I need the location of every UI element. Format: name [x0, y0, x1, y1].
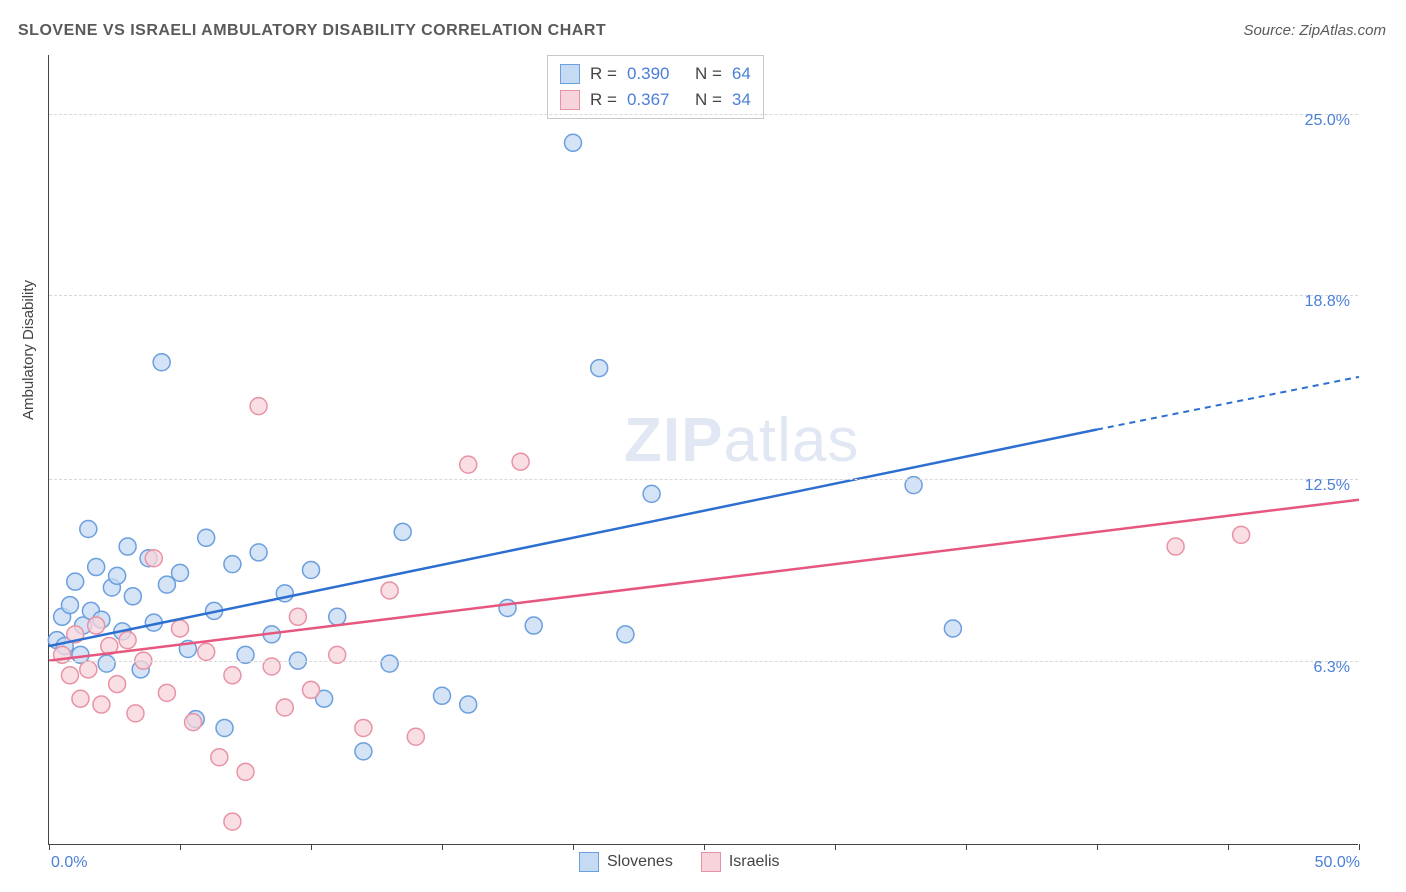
data-point — [525, 617, 542, 634]
y-tick-label: 25.0% — [1305, 112, 1350, 130]
y-tick-label: 12.5% — [1305, 477, 1350, 495]
x-tick — [180, 844, 181, 850]
legend-label: Israelis — [729, 853, 780, 871]
plot-area: R = 0.390 N = 64 R = 0.367 N = 34 ZIPatl… — [48, 55, 1358, 845]
data-point — [224, 813, 241, 830]
data-point — [460, 456, 477, 473]
data-point — [276, 699, 293, 716]
data-point — [224, 556, 241, 573]
chart-svg — [49, 55, 1358, 844]
data-point — [198, 643, 215, 660]
legend-swatch-icon — [701, 852, 721, 872]
x-tick — [704, 844, 705, 850]
data-point — [591, 360, 608, 377]
x-tick — [1228, 844, 1229, 850]
data-point — [80, 521, 97, 538]
x-tick — [835, 844, 836, 850]
x-tick — [573, 844, 574, 850]
data-point — [93, 696, 110, 713]
data-point — [355, 743, 372, 760]
data-point — [289, 608, 306, 625]
data-point — [109, 567, 126, 584]
data-point — [381, 655, 398, 672]
x-tick — [966, 844, 967, 850]
data-point — [643, 485, 660, 502]
data-point — [61, 597, 78, 614]
x-tick — [1359, 844, 1360, 850]
gridline — [49, 661, 1358, 662]
data-point — [499, 600, 516, 617]
source-label: Source: ZipAtlas.com — [1243, 22, 1386, 39]
y-tick-label: 6.3% — [1314, 659, 1350, 677]
data-point — [250, 398, 267, 415]
data-point — [61, 667, 78, 684]
legend-swatch-icon — [579, 852, 599, 872]
data-point — [72, 690, 89, 707]
data-point — [67, 573, 84, 590]
x-tick-label: 0.0% — [51, 854, 87, 872]
data-point — [1233, 526, 1250, 543]
data-point — [1167, 538, 1184, 555]
data-point — [124, 588, 141, 605]
data-point — [434, 687, 451, 704]
legend-label: Slovenes — [607, 853, 673, 871]
data-point — [98, 655, 115, 672]
data-point — [172, 620, 189, 637]
data-point — [88, 617, 105, 634]
y-tick-label: 18.8% — [1305, 293, 1350, 311]
data-point — [88, 559, 105, 576]
legend-item-israelis: Israelis — [701, 852, 780, 872]
gridline — [49, 479, 1358, 480]
x-tick — [442, 844, 443, 850]
gridline — [49, 295, 1358, 296]
data-point — [153, 354, 170, 371]
y-axis-label: Ambulatory Disability — [20, 280, 37, 420]
data-point — [944, 620, 961, 637]
data-point — [237, 763, 254, 780]
data-point — [119, 538, 136, 555]
data-point — [127, 705, 144, 722]
data-point — [172, 564, 189, 581]
chart-title: SLOVENE VS ISRAELI AMBULATORY DISABILITY… — [18, 22, 606, 40]
data-point — [198, 529, 215, 546]
gridline — [49, 114, 1358, 115]
data-point — [407, 728, 424, 745]
x-tick — [49, 844, 50, 850]
x-tick — [311, 844, 312, 850]
x-tick — [1097, 844, 1098, 850]
data-point — [381, 582, 398, 599]
data-point — [303, 681, 320, 698]
data-point — [211, 749, 228, 766]
data-point — [109, 676, 126, 693]
data-point — [355, 719, 372, 736]
series-legend: Slovenes Israelis — [579, 852, 780, 872]
trend-line — [49, 500, 1359, 661]
data-point — [158, 684, 175, 701]
data-point — [216, 719, 233, 736]
x-tick-label: 50.0% — [1315, 854, 1360, 872]
data-point — [512, 453, 529, 470]
data-point — [303, 561, 320, 578]
data-point — [460, 696, 477, 713]
data-point — [329, 608, 346, 625]
legend-item-slovenes: Slovenes — [579, 852, 673, 872]
data-point — [394, 523, 411, 540]
data-point — [145, 550, 162, 567]
data-point — [80, 661, 97, 678]
data-point — [224, 667, 241, 684]
data-point — [250, 544, 267, 561]
data-point — [617, 626, 634, 643]
trend-line-extrapolated — [1097, 377, 1359, 430]
data-point — [119, 632, 136, 649]
data-point — [185, 714, 202, 731]
data-point — [565, 134, 582, 151]
